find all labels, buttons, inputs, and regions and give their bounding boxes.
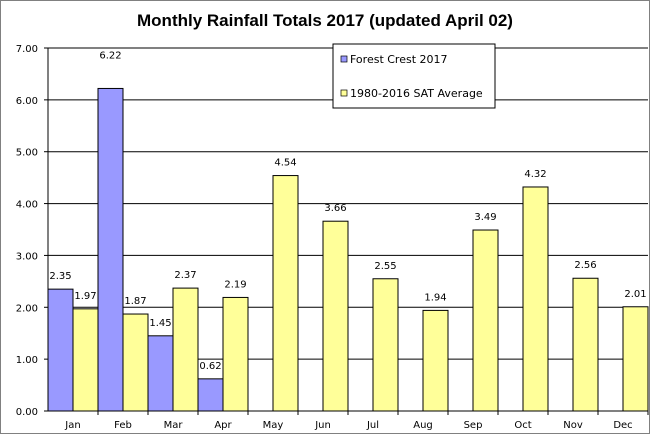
bar-forest-crest-apr	[197, 378, 224, 412]
bar-sat-average-feb	[122, 313, 149, 412]
data-label-forest-crest-jan: 2.35	[49, 271, 71, 282]
y-tick-label: 2.00	[16, 303, 38, 314]
bar-sat-average-mar	[172, 287, 199, 412]
legend-swatch-sat-average	[340, 89, 348, 97]
y-tick-label: 4.00	[16, 200, 38, 211]
bar-sat-average-jul	[372, 278, 399, 412]
data-label-sat-average-oct: 4.32	[524, 169, 546, 180]
x-tick-label-mar: Mar	[164, 420, 184, 431]
data-label-sat-average-feb: 1.87	[124, 296, 146, 307]
legend: Forest Crest 2017 1980-2016 SAT Average	[332, 43, 496, 109]
data-label-sat-average-nov: 2.56	[574, 260, 596, 271]
bar-sat-average-dec	[622, 306, 649, 412]
x-tick-label-aug: Aug	[413, 420, 433, 431]
bar-forest-crest-mar	[147, 335, 174, 412]
data-label-sat-average-jun: 3.66	[324, 203, 346, 214]
data-label-sat-average-mar: 2.37	[174, 270, 196, 281]
legend-swatch-forest-crest	[340, 55, 348, 63]
data-label-forest-crest-feb: 6.22	[99, 50, 121, 61]
y-tick-label: 3.00	[16, 251, 38, 262]
y-tick-label: 0.00	[16, 407, 38, 418]
data-label-sat-average-sep: 3.49	[474, 212, 496, 223]
data-label-sat-average-aug: 1.94	[424, 292, 446, 303]
y-tick-label: 5.00	[16, 148, 38, 159]
data-label-sat-average-may: 4.54	[274, 158, 296, 169]
x-tick-label-jan: Jan	[64, 420, 80, 431]
x-tick-label-sep: Sep	[464, 420, 483, 431]
legend-label-sat-average: 1980-2016 SAT Average	[350, 87, 483, 100]
y-tick-label: 7.00	[16, 44, 38, 55]
bar-forest-crest-feb	[97, 87, 124, 412]
data-label-forest-crest-apr: 0.62	[199, 361, 221, 372]
y-tick-label: 1.00	[16, 355, 38, 366]
bar-forest-crest-jan	[47, 288, 74, 412]
y-tick-label: 6.00	[16, 96, 38, 107]
data-label-sat-average-dec: 2.01	[624, 289, 646, 300]
legend-label-forest-crest: Forest Crest 2017	[350, 53, 448, 66]
x-tick-label-feb: Feb	[114, 420, 132, 431]
bar-sat-average-aug	[422, 309, 449, 412]
bar-sat-average-oct	[522, 186, 549, 412]
bar-sat-average-sep	[472, 229, 499, 412]
x-tick-label-apr: Apr	[214, 420, 232, 431]
x-tick-label-oct: Oct	[514, 420, 531, 431]
bar-sat-average-nov	[572, 277, 599, 412]
legend-box	[332, 43, 496, 109]
bar-sat-average-apr	[222, 296, 249, 412]
bar-sat-average-jun	[322, 220, 349, 412]
x-tick-label-dec: Dec	[613, 420, 632, 431]
data-label-sat-average-jan: 1.97	[74, 291, 96, 302]
x-tick-label-jul: Jul	[366, 420, 379, 431]
x-tick-label-may: May	[263, 420, 284, 431]
chart-title: Monthly Rainfall Totals 2017 (updated Ap…	[137, 11, 513, 30]
data-label-sat-average-jul: 2.55	[374, 261, 396, 272]
x-tick-label-jun: Jun	[314, 420, 331, 431]
data-label-forest-crest-mar: 1.45	[149, 318, 171, 329]
data-label-sat-average-apr: 2.19	[224, 279, 246, 290]
bar-sat-average-jan	[72, 308, 99, 412]
x-tick-label-nov: Nov	[563, 420, 583, 431]
bar-sat-average-may	[272, 175, 299, 412]
